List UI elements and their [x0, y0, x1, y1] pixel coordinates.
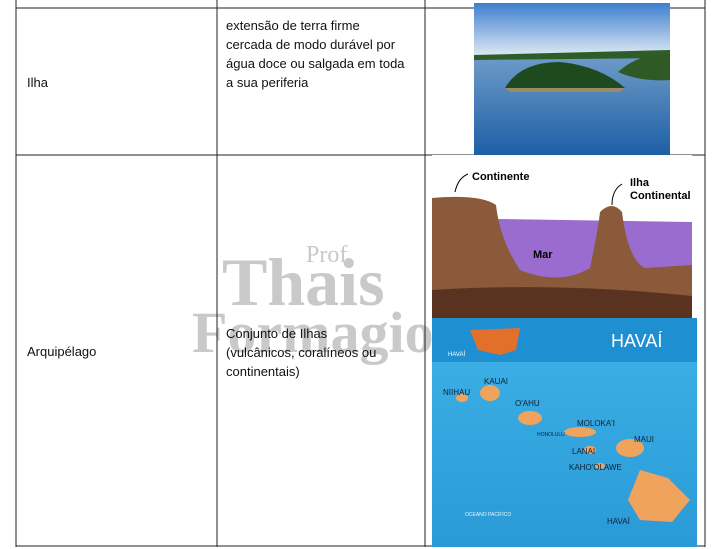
map-label: MOLOKA'I	[577, 419, 615, 428]
description: Conjunto de Ilhas	[226, 326, 328, 341]
island-photo	[474, 3, 670, 155]
map-label: O'AHU	[515, 399, 540, 408]
diagram-label: Mar	[533, 249, 553, 261]
map-title: HAVAÍ	[611, 331, 662, 351]
diagram-label: Continente	[472, 171, 529, 183]
watermark: Prof Thais Formagio	[192, 242, 434, 365]
description: água doce ou salgada em toda	[226, 56, 405, 71]
map-label: HAVAÍ	[448, 351, 465, 358]
description: extensão de terra firme	[226, 18, 360, 33]
term: Ilha	[27, 75, 49, 90]
term: Arquipélago	[27, 344, 96, 359]
description: a sua periferia	[226, 75, 309, 90]
archipelago-diagram: Continente Ilha Continental Mar	[432, 155, 692, 318]
watermark-text: Prof	[306, 242, 347, 268]
map-label: LANAI	[572, 447, 595, 456]
description: cercada de modo durável por	[226, 37, 396, 52]
diagram-label: Continental	[630, 190, 691, 202]
map-label: OCEANO PACÍFICO	[465, 511, 511, 518]
description: continentais)	[226, 364, 300, 379]
watermark-text: Thais	[222, 244, 385, 320]
map-label: NIIHAU	[443, 388, 470, 397]
map-label: KAUAI	[484, 377, 508, 386]
watermark-text: Formagio	[192, 300, 434, 365]
map-label: KAHO'OLAWE	[569, 463, 622, 472]
hawaii-map: HAVAÍ HAVAÍ NIIHAU KAUAI O'AHU MOLOKA'I …	[432, 318, 697, 547]
diagram-label: Ilha	[630, 177, 650, 189]
description: (vulcânicos, coralíneos ou	[226, 345, 376, 360]
map-label: HAVAÍ	[607, 517, 631, 526]
map-label: HONOLULU	[537, 432, 565, 438]
map-label: MAUI	[634, 435, 654, 444]
